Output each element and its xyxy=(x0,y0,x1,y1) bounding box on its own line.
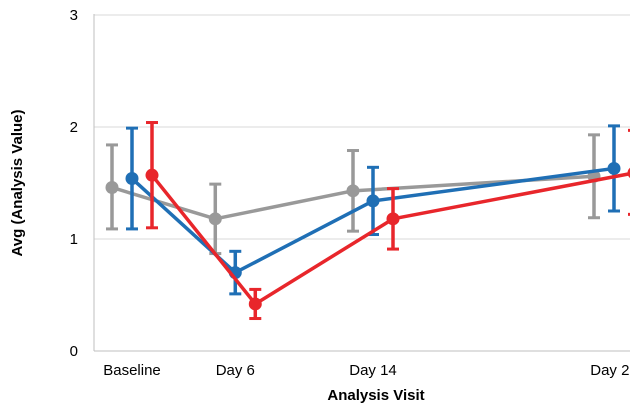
series-3 xyxy=(145,121,630,321)
x-tick-label: Day 28 xyxy=(590,362,630,379)
data-point xyxy=(607,161,621,175)
data-point xyxy=(145,168,159,182)
series-2 xyxy=(125,124,621,296)
data-point xyxy=(208,212,222,226)
data-point xyxy=(366,194,380,208)
series-line xyxy=(130,166,615,275)
x-axis-title: Analysis Visit xyxy=(327,387,424,404)
x-tick-label: Day 6 xyxy=(216,362,255,379)
y-tick-labels: 0 1 2 3 xyxy=(70,7,78,360)
y-axis-title: Avg (Analysis Value) xyxy=(9,109,26,256)
data-point xyxy=(346,184,360,198)
x-tick-labels: Baseline Day 6 Day 14 Day 28 xyxy=(103,362,630,379)
series-line xyxy=(111,174,595,221)
data-point xyxy=(627,167,630,179)
x-tick-label: Day 14 xyxy=(349,362,397,379)
chart-title: ... xyxy=(369,0,383,2)
data-point xyxy=(125,172,139,186)
y-tick-label: 2 xyxy=(70,119,78,136)
data-point xyxy=(105,180,119,194)
x-tick-label: Baseline xyxy=(103,362,161,379)
series-group xyxy=(105,121,630,321)
data-point xyxy=(248,297,262,311)
y-tick-label: 0 xyxy=(70,343,78,360)
y-tick-label: 3 xyxy=(70,7,78,24)
y-tick-label: 1 xyxy=(70,231,78,248)
series-line xyxy=(150,171,630,306)
data-point xyxy=(386,212,400,226)
